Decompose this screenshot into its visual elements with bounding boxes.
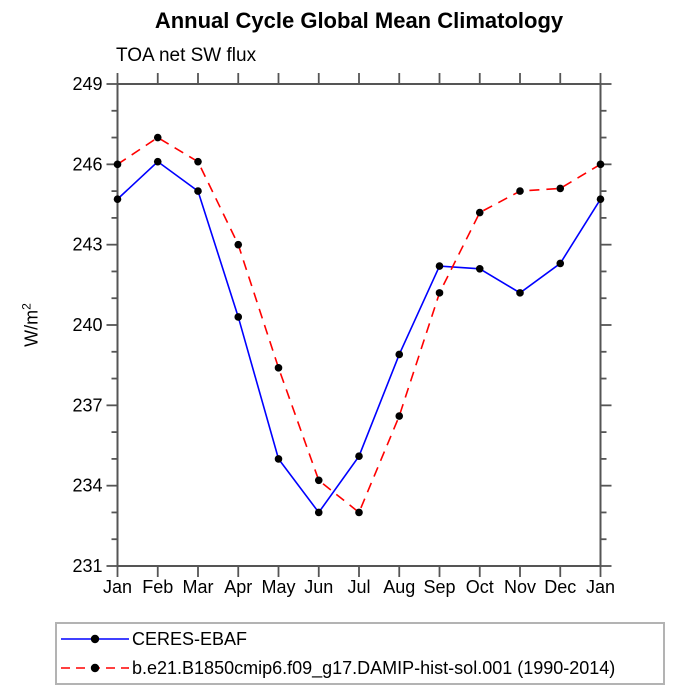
legend-line-sample-dashed — [61, 663, 129, 673]
data-point-marker — [113, 195, 122, 203]
plot-svg: Jan Feb Mar Apr May Jun Jul Aug Sep Oct Nov Dec Jan2… — [72, 73, 615, 597]
x-tick-label: Jan — [586, 577, 615, 597]
legend-label: CERES-EBAF — [132, 628, 248, 649]
data-point-marker — [355, 508, 363, 517]
data-point-marker — [475, 208, 484, 217]
legend-label: b.e21.B1850cmip6.f09_g17.DAMIP-hist-sol.… — [132, 657, 616, 678]
data-point-marker — [234, 240, 243, 249]
legend-item: CERES-EBAF — [60, 625, 663, 654]
data-point-marker — [194, 157, 202, 166]
data-point-marker — [234, 313, 243, 321]
data-point-marker — [516, 187, 524, 195]
data-point-marker — [113, 160, 122, 169]
plot-frame — [116, 83, 602, 567]
y-tick-label: 249 — [72, 74, 102, 94]
y-tick-label: 246 — [72, 154, 102, 174]
chart-subtitle: TOA net SW flux — [116, 45, 257, 66]
data-point-marker — [596, 195, 605, 203]
data-point-marker — [153, 157, 162, 166]
x-tick-label: Jun — [304, 577, 333, 597]
x-tick-label: Sep — [423, 577, 455, 597]
data-point-marker — [556, 259, 565, 268]
data-point-marker — [516, 289, 524, 297]
chart-title: Annual Cycle Global Mean Climatology — [154, 8, 564, 33]
legend-marker-icon — [90, 663, 100, 673]
data-point-marker — [596, 160, 605, 169]
data-point-marker — [153, 133, 162, 142]
y-tick-label: 237 — [72, 395, 102, 415]
x-tick-label: Apr — [224, 577, 252, 597]
x-tick-label: Nov — [504, 577, 536, 597]
x-tick-label: Aug — [383, 577, 415, 597]
y-tick-label: 231 — [72, 556, 102, 576]
data-point-marker — [475, 264, 484, 273]
y-tick-label: 243 — [72, 235, 102, 255]
x-tick-label: Oct — [466, 577, 494, 597]
legend-marker-icon — [90, 634, 100, 644]
x-tick-label: May — [261, 577, 295, 597]
legend-line-sample-solid — [61, 634, 129, 644]
x-tick-label: Jan — [103, 577, 132, 597]
data-point-marker — [314, 508, 323, 517]
data-point-marker — [395, 350, 404, 359]
data-point-marker — [435, 262, 444, 270]
data-point-marker — [194, 187, 202, 195]
x-tick-label: Dec — [544, 577, 576, 597]
legend: CERES-EBAF b.e21.B1850cmip6.f09_g17.DAMI… — [55, 622, 665, 685]
y-tick-label: 234 — [72, 476, 102, 496]
y-tick-label: 240 — [72, 315, 102, 335]
data-point-marker — [395, 412, 404, 420]
data-point-marker — [355, 452, 363, 461]
data-point-marker — [556, 184, 565, 193]
data-point-marker — [274, 455, 283, 463]
data-point-marker — [274, 364, 283, 372]
x-tick-label: Jul — [347, 577, 370, 597]
legend-item: b.e21.B1850cmip6.f09_g17.DAMIP-hist-sol.… — [60, 654, 663, 683]
data-point-marker — [314, 476, 323, 485]
x-tick-label: Mar — [183, 577, 214, 597]
data-point-marker — [435, 289, 444, 297]
x-tick-label: Feb — [142, 577, 173, 597]
